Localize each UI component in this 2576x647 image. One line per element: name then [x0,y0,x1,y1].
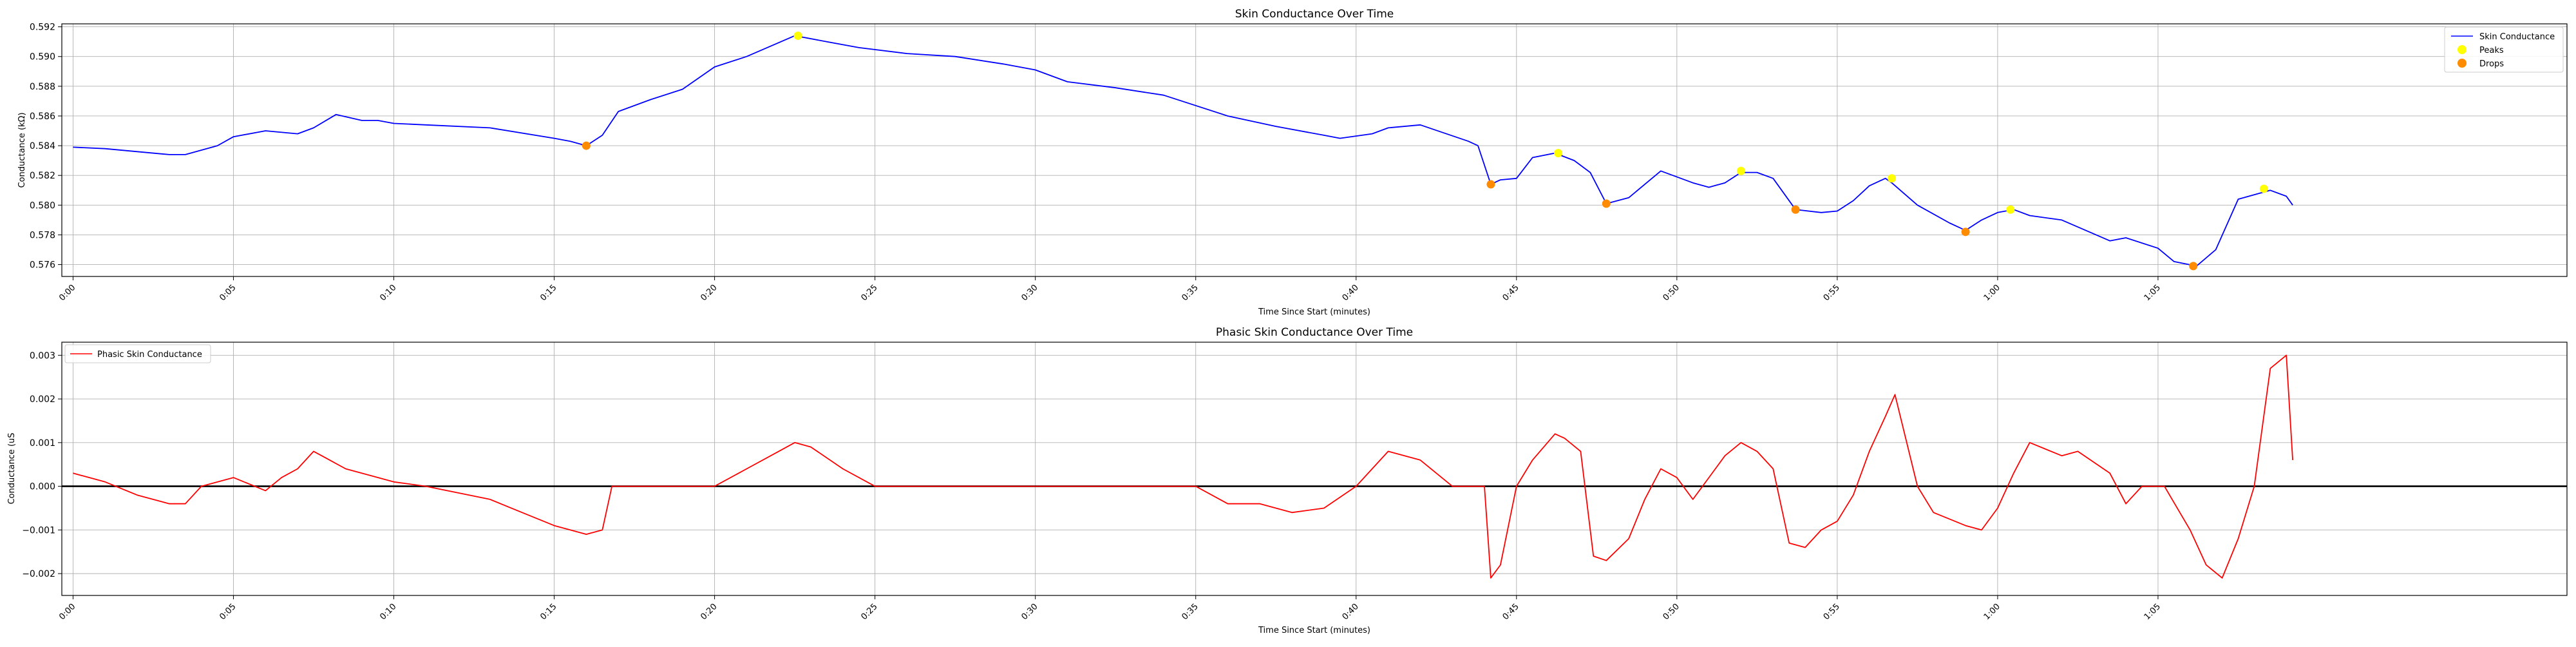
x-axis-label: Time Since Start (minutes) [1258,307,1370,317]
y-tick-label: 0.578 [30,230,55,240]
peak-marker [2259,184,2268,193]
y-axis-ticks: 0.576 0.578 0.580 0.582 0.584 0.586 0.588 0.590… [30,23,62,271]
y-tick-label: 0.592 [30,23,55,33]
skin-conductance-chart: 0:00 0:05 0:10 0:15 0:20 0:25 0:30 0:35 0:40 0:45… [17,8,2568,317]
x-tick-label: 0:15 [538,602,558,622]
drop-marker [582,141,591,150]
series-layer [73,354,2293,579]
y-tick-label: 0.000 [30,482,55,492]
drop-marker [1791,205,1800,214]
x-axis-ticks: 0:00 0:05 0:10 0:15 0:20 0:25 0:30 0:35 0:40 0:45… [57,595,2163,622]
y-tick-label: 0.588 [30,82,55,92]
legend-entry-phasic: Phasic Skin Conductance [97,350,202,360]
x-tick-label: 0:25 [859,602,879,622]
x-tick-label: 0:45 [1501,602,1521,622]
y-axis-label: Conductance (kΩ) [17,112,27,188]
x-tick-label: 0:35 [1180,602,1200,622]
y-axis-ticks: −0.002 −0.001 0.000 0.001 0.002 0.003 [22,351,62,579]
x-tick-label: 1:00 [1982,602,2002,622]
x-tick-label: 0:00 [57,283,77,303]
legend-entry-skin-conductance: Skin Conductance [2479,32,2555,42]
x-tick-label: 0:45 [1501,283,1521,303]
legend-drops-swatch [2458,59,2467,68]
drop-marker [1486,180,1495,189]
x-tick-label: 0:50 [1662,602,1681,622]
y-tick-label: 0.584 [30,141,55,151]
y-tick-label: −0.002 [22,569,55,579]
x-tick-label: 0:40 [1341,602,1361,622]
x-tick-label: 1:05 [2143,283,2163,303]
grid [62,24,2567,276]
x-tick-label: 1:05 [2143,602,2163,622]
chart-title: Skin Conductance Over Time [1235,8,1394,21]
y-tick-label: −0.001 [22,525,55,536]
legend: Phasic Skin Conductance [64,344,211,363]
y-tick-label: 0.580 [30,200,55,211]
y-tick-label: 0.576 [30,260,55,271]
legend-entry-drops: Drops [2479,59,2504,69]
x-tick-label: 0:55 [1822,283,1842,303]
x-tick-label: 0:40 [1341,283,1361,303]
skin-conductance-line [73,35,2293,267]
phasic-skin-conductance-chart: 0:00 0:05 0:10 0:15 0:20 0:25 0:30 0:35 0:40 0:45… [7,326,2568,635]
chart-title: Phasic Skin Conductance Over Time [1216,326,1413,339]
peak-marker [2006,205,2015,214]
y-tick-label: 0.001 [30,438,55,449]
plot-frame [61,342,2568,596]
series-layer [73,35,2293,267]
drop-marker [2189,262,2198,271]
drop-marker [1602,199,1611,208]
x-tick-label: 0:20 [699,602,719,622]
plot-area-background [62,24,2567,276]
x-tick-label: 0:05 [218,283,238,303]
y-tick-label: 0.003 [30,351,55,361]
legend-box [2444,26,2564,73]
peak-marker [1736,166,1745,175]
x-tick-label: 0:15 [538,283,558,303]
peak-marker [1554,149,1563,158]
x-tick-label: 0:10 [378,283,398,303]
plot-frame [61,23,2568,277]
y-tick-label: 0.002 [30,394,55,405]
y-axis-label: Conductance (uS [7,432,17,504]
legend-box [64,344,211,363]
y-tick-label: 0.582 [30,171,55,181]
peak-marker [1888,174,1897,183]
x-tick-label: 0:50 [1662,283,1681,303]
x-tick-label: 0:55 [1822,602,1842,622]
y-tick-label: 0.590 [30,52,55,63]
x-tick-label: 0:00 [57,602,77,622]
x-tick-label: 0:10 [378,602,398,622]
drop-marker [1961,227,1970,237]
x-tick-label: 1:00 [1982,283,2002,303]
x-tick-label: 0:30 [1019,602,1039,622]
x-tick-label: 0:20 [699,283,719,303]
markers-layer [582,31,2268,271]
x-axis-label: Time Since Start (minutes) [1258,626,1370,635]
x-axis-ticks: 0:00 0:05 0:10 0:15 0:20 0:25 0:30 0:35 0:40 0:45… [57,276,2163,303]
legend-peaks-swatch [2458,45,2467,54]
x-tick-label: 0:30 [1019,283,1039,303]
x-tick-label: 0:35 [1180,283,1200,303]
x-tick-label: 0:05 [218,602,238,622]
y-tick-label: 0.586 [30,111,55,122]
legend: Skin Conductance Peaks Drops [2444,26,2564,73]
phasic-skin-conductance-line [73,354,2293,579]
plot-area-background [62,342,2567,595]
peak-marker [793,31,802,40]
x-tick-label: 0:25 [859,283,879,303]
legend-entry-peaks: Peaks [2479,46,2504,55]
